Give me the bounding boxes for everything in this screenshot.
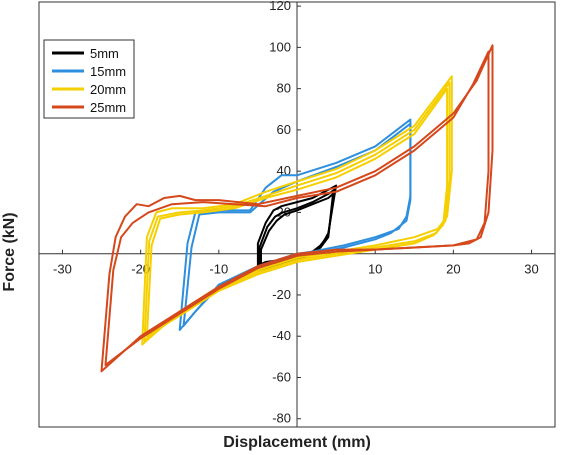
x-tick-label: 30 (524, 262, 538, 277)
x-axis-label: Displacement (mm) (223, 434, 371, 451)
y-tick-label: 80 (277, 81, 291, 96)
tick-labels-layer: -30 -20 -10 10 20 30-80-60-40-202040608010012… (53, 0, 539, 426)
legend: 5mm 15mm 20mm 25mm (43, 39, 135, 119)
legend-label-5mm: 5mm (90, 46, 119, 61)
series-20mm-loop (145, 87, 449, 338)
series-20mm-loop (141, 75, 453, 346)
y-tick-label: -80 (272, 411, 291, 426)
x-tick-label: -10 (209, 262, 228, 277)
series-20mm-loop (143, 81, 451, 342)
legend-label-25mm: 25mm (90, 100, 126, 115)
y-axis-label: Force (kN) (1, 212, 18, 291)
legend-label-15mm: 15mm (90, 64, 126, 79)
y-tick-label: 100 (269, 39, 291, 54)
y-tick-label: -40 (272, 328, 291, 343)
y-tick-label: 60 (277, 122, 291, 137)
x-tick-label: 20 (446, 262, 460, 277)
y-tick-label: -20 (272, 287, 291, 302)
x-tick-label: 10 (368, 262, 382, 277)
series-25mm-loop (104, 50, 490, 367)
x-tick-label: -30 (53, 262, 72, 277)
legend-label-20mm: 20mm (90, 82, 126, 97)
y-tick-label: -60 (272, 369, 291, 384)
y-tick-label: 120 (269, 0, 291, 13)
series-layer (100, 44, 494, 373)
